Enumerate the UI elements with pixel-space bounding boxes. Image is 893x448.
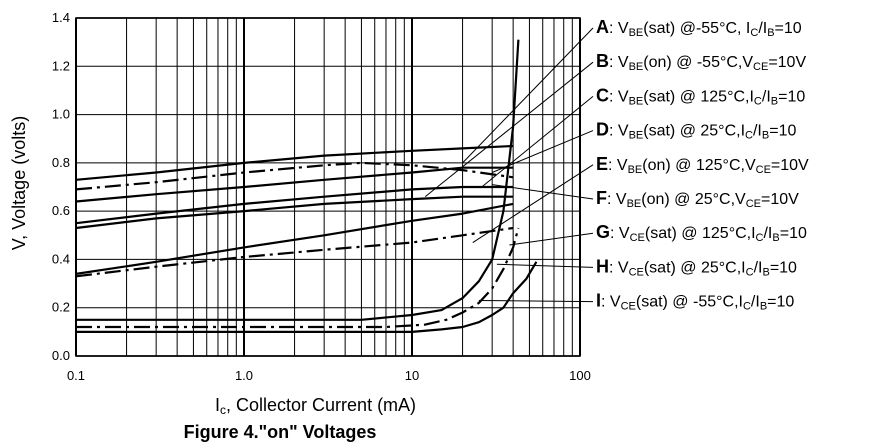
legend-callouts — [424, 27, 594, 303]
x-axis-label-sub: c — [220, 403, 226, 417]
callout-line-d — [491, 130, 594, 173]
callout-line-g — [509, 232, 594, 246]
grid — [75, 17, 581, 357]
callout-line-a — [462, 27, 594, 164]
x-tick-label: 10 — [405, 368, 419, 383]
callout-line-e — [472, 164, 594, 243]
y-tick-label: 0.0 — [52, 348, 70, 363]
x-axis-label-main: I — [215, 395, 220, 415]
series-line-c — [75, 185, 514, 225]
legend-item-g: G: VCE(sat) @ 125°C,IC/IB=10 — [596, 222, 807, 244]
series-line-h — [76, 39, 520, 321]
figure-title: Figure 4."on" Voltages — [184, 422, 377, 442]
series-line-a — [75, 144, 514, 181]
callout-line-b — [424, 61, 594, 198]
y-tick-label: 0.2 — [52, 300, 70, 315]
y-tick-label: 0.4 — [52, 251, 70, 266]
legend-item-c: C: VBE(sat) @ 125°C,IC/IB=10 — [596, 85, 805, 107]
callout-line-c — [481, 96, 594, 188]
tick-labels: 0.1 1.0 10 100 0.0 0.2 0.4 0.6 0.8 1.0 1.2 1.4 — [52, 10, 591, 383]
legend-item-b: B: VBE(on) @ -55°C,VCE=10V — [596, 51, 806, 73]
x-tick-label: 0.1 — [67, 368, 85, 383]
legend-item-e: E: VBE(on) @ 125°C,VCE=10V — [596, 154, 809, 176]
series-line-d — [75, 166, 514, 203]
x-tick-label: 100 — [569, 368, 591, 383]
callout-line-i — [478, 299, 594, 303]
y-tick-label: 1.0 — [52, 107, 70, 122]
y-tick-label: 0.6 — [52, 203, 70, 218]
series-line-i — [76, 227, 520, 329]
y-tick-label: 1.2 — [52, 58, 70, 73]
series-line-e — [75, 226, 514, 278]
legend-item-h: H: VCE(sat) @ 25°C,IC/IB=10 — [596, 256, 797, 278]
legend: A: VBE(sat) @-55°C, IC/IB=10 B: VBE(on) @… — [596, 17, 809, 313]
legend-item-f: F: VBE(on) @ 25°C,VCE=10V — [596, 188, 799, 210]
y-axis-label: V, Voltage (volts) — [9, 116, 29, 250]
x-tick-label: 1.0 — [235, 368, 253, 383]
series-line-j — [76, 261, 538, 333]
series-line-g — [75, 202, 514, 275]
series-lines — [75, 39, 538, 333]
y-tick-label: 1.4 — [52, 10, 70, 25]
callout-line-h — [496, 263, 594, 268]
legend-item-d: D: VBE(sat) @ 25°C,IC/IB=10 — [596, 120, 796, 142]
plot-frame — [75, 17, 581, 357]
legend-item-i: I: VCE(sat) @ -55°C,IC/IB=10 — [596, 291, 794, 313]
y-tick-label: 0.8 — [52, 155, 70, 170]
callout-line-f — [492, 184, 594, 200]
series-line-f — [75, 195, 514, 230]
x-axis-label-rest: , Collector Current (mA) — [226, 395, 416, 415]
legend-item-a: A: VBE(sat) @-55°C, IC/IB=10 — [596, 17, 802, 39]
x-axis-label: Ic, Collector Current (mA) — [215, 395, 416, 417]
